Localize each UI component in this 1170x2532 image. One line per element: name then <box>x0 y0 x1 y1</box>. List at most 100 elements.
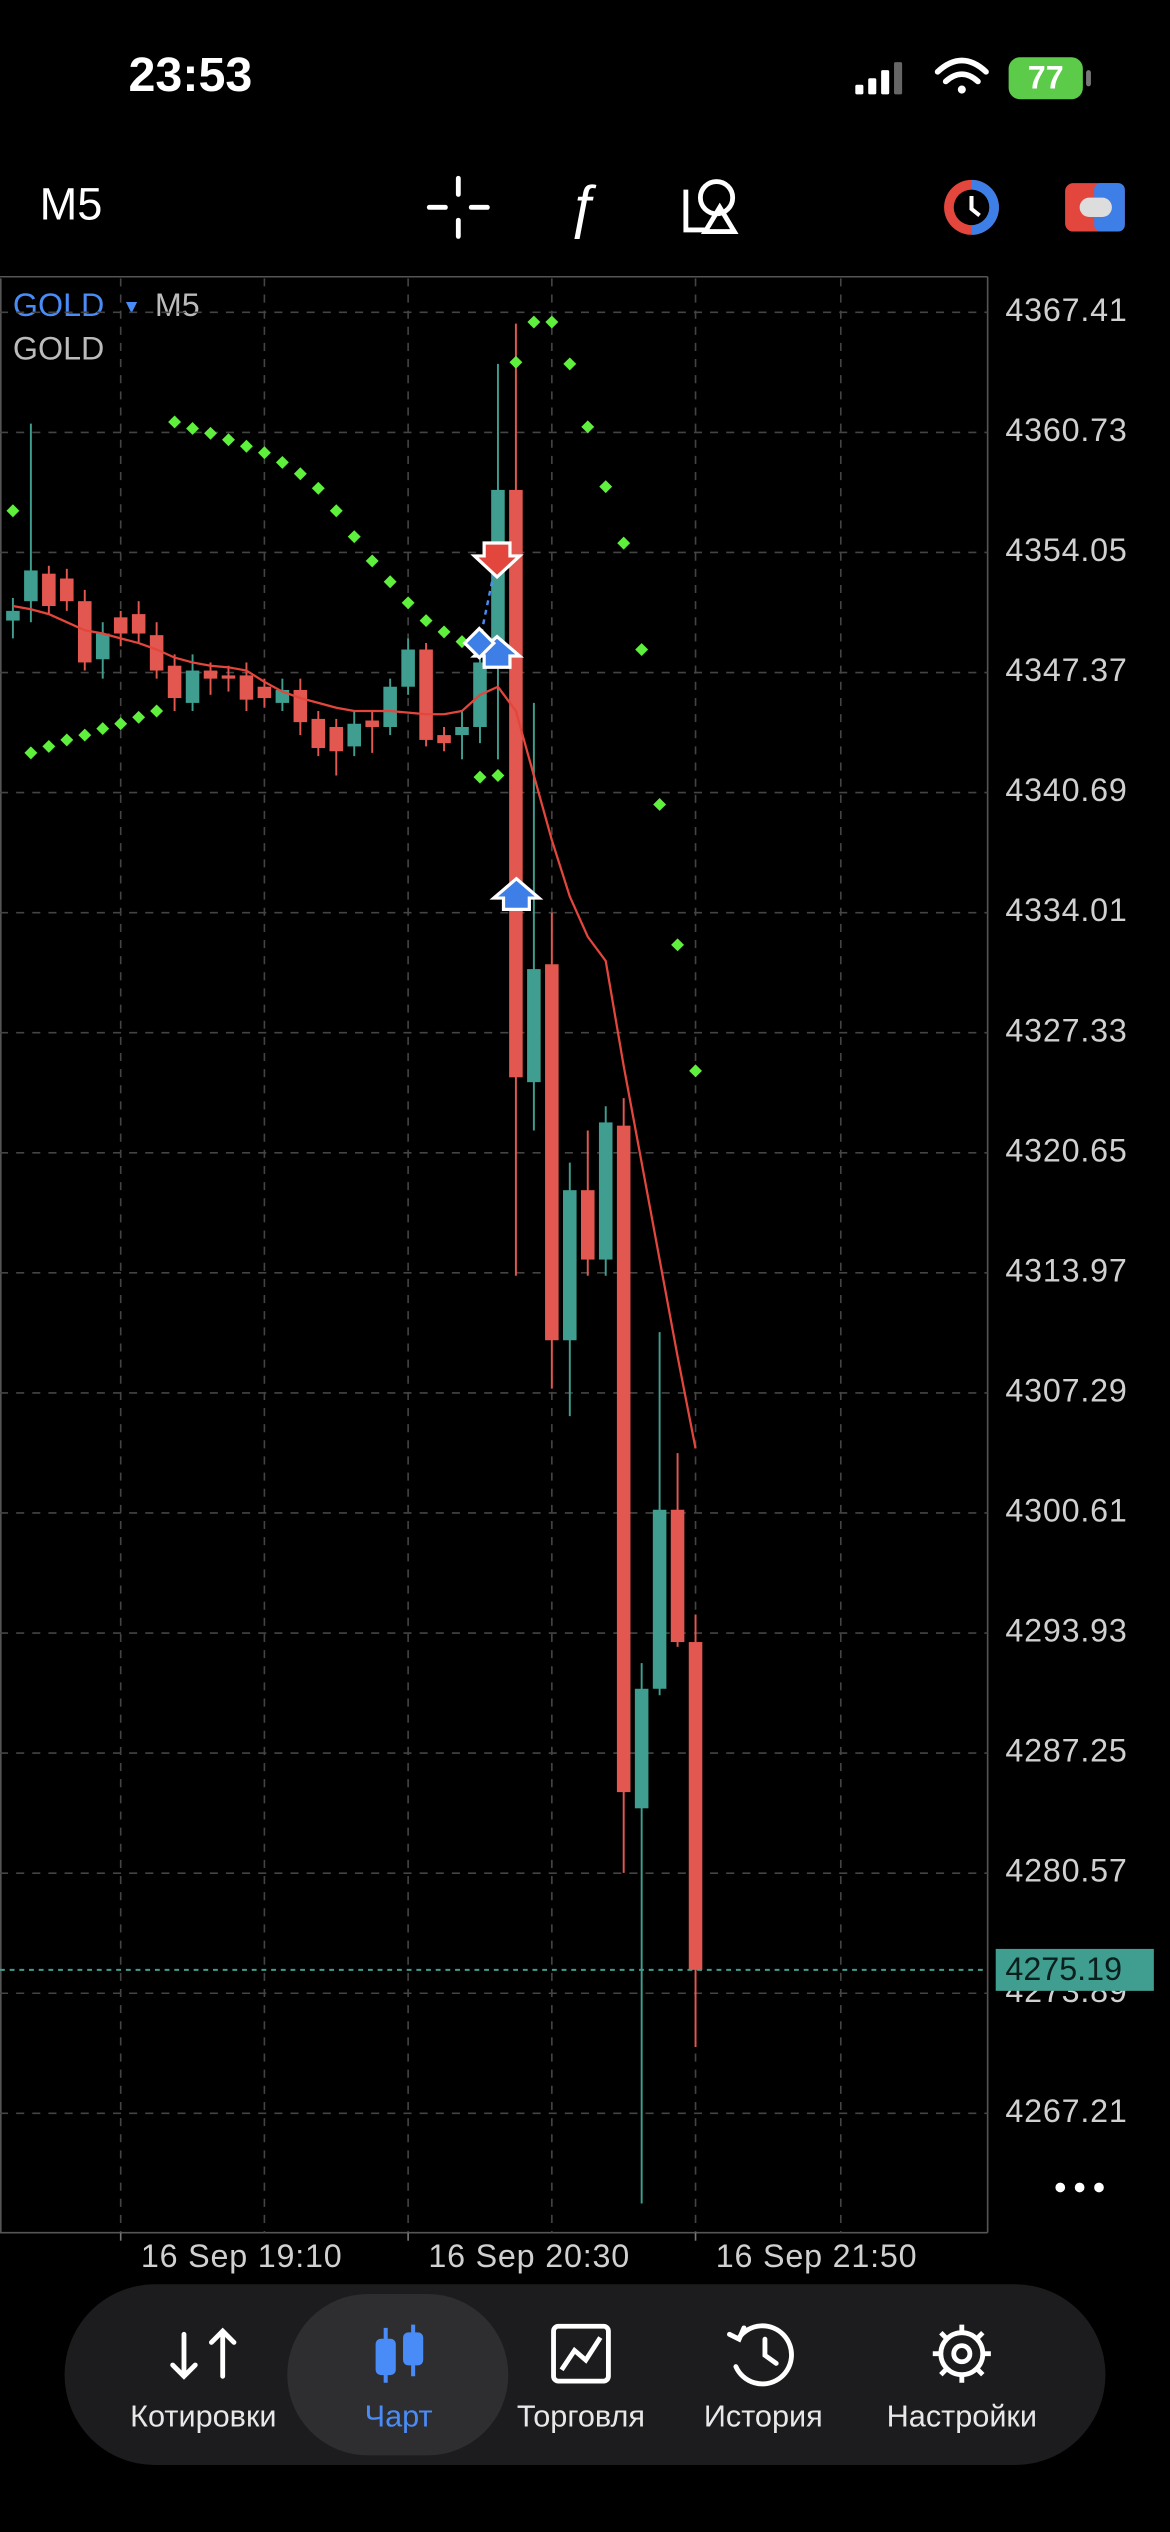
active-tab-highlight <box>287 2293 509 2456</box>
wifi-icon <box>934 57 989 94</box>
sar-dot <box>257 446 271 460</box>
sar-dot <box>204 426 217 440</box>
candle-body <box>95 633 110 660</box>
chart-timeframe: M5 <box>155 287 200 323</box>
sar-dot <box>689 1064 702 1078</box>
tab-chart[interactable]: Чарт <box>365 2399 433 2433</box>
y-tick-label: 4347.37 <box>1005 652 1127 688</box>
sar-dot <box>132 710 146 724</box>
candle-body <box>311 718 326 749</box>
history-icon <box>727 2323 794 2387</box>
tab-settings[interactable]: Настройки <box>887 2399 1037 2433</box>
sar-dot <box>222 433 235 447</box>
candle-body <box>6 610 20 621</box>
candle-body <box>383 686 397 727</box>
one-click-button[interactable] <box>944 179 999 235</box>
candle-body <box>347 723 362 747</box>
candle-body <box>77 601 92 663</box>
indicators-button[interactable]: ƒ <box>566 174 598 239</box>
tab-quotes[interactable]: Котировки <box>130 2399 276 2433</box>
y-tick-label: 4327.33 <box>1005 1012 1127 1048</box>
sar-dot <box>96 722 110 736</box>
current-price-label: 4275.19 <box>1005 1951 1122 1987</box>
battery-level: 77 <box>1028 59 1064 95</box>
sar-dot <box>239 439 253 453</box>
sar-dot <box>78 728 92 742</box>
sar-dot <box>473 770 487 784</box>
y-tick-label: 4300.61 <box>1005 1493 1127 1529</box>
sar-dot <box>6 504 20 518</box>
candle-body <box>113 617 128 634</box>
sar-dot <box>581 420 595 434</box>
tab-history[interactable]: История <box>704 2399 823 2433</box>
y-tick-label: 4367.41 <box>1005 292 1127 328</box>
sar-dot <box>455 635 469 649</box>
trade-button[interactable] <box>1065 183 1125 232</box>
sar-dot <box>617 536 631 550</box>
sar-dot <box>671 938 685 952</box>
sar-dot <box>347 530 361 544</box>
y-tick-label: 4293.93 <box>1005 1613 1127 1649</box>
candle-body <box>563 1190 577 1341</box>
candle-body <box>419 649 433 740</box>
y-tick-label: 4287.25 <box>1005 1733 1127 1769</box>
sar-dot <box>599 480 613 494</box>
sar-dot <box>311 481 325 495</box>
sar-dot <box>563 357 577 371</box>
candle-body <box>616 1125 631 1793</box>
settings-icon <box>932 2324 991 2383</box>
sar-dot <box>653 797 667 811</box>
y-tick-label: 4280.57 <box>1005 1853 1127 1889</box>
y-tick-label: 4307.29 <box>1005 1372 1127 1408</box>
candle-body <box>401 649 415 687</box>
y-tick-label: 4334.01 <box>1005 892 1127 928</box>
more-button[interactable] <box>1055 2182 1104 2193</box>
candle-body <box>527 969 541 1083</box>
moving-average-line <box>12 604 697 1449</box>
candle-body <box>670 1509 685 1643</box>
sar-dot <box>419 614 433 628</box>
candle-body <box>24 570 38 602</box>
trade-markers <box>462 541 544 911</box>
timeframe-button[interactable]: M5 <box>40 178 103 229</box>
candle-body <box>598 1122 613 1260</box>
candle-body <box>293 689 308 723</box>
candle-body <box>455 726 469 736</box>
x-tick-label: 16 Sep 19:10 <box>141 2238 343 2274</box>
candle-body <box>167 665 182 699</box>
sar-dot <box>635 643 649 656</box>
candle-body <box>185 670 200 703</box>
candle-body <box>652 1509 667 1689</box>
candle-body <box>437 735 451 744</box>
y-tick-label: 4340.69 <box>1005 772 1127 808</box>
y-tick-label: 4313.97 <box>1005 1252 1127 1288</box>
sar-dot <box>509 355 523 369</box>
candle-body <box>203 670 218 679</box>
y-tick-label: 4320.65 <box>1005 1132 1127 1168</box>
objects-button[interactable] <box>683 179 739 234</box>
sar-dot <box>293 467 307 481</box>
sar-dot <box>186 421 200 435</box>
sar-dot <box>491 769 505 782</box>
sar-dot <box>42 739 56 753</box>
crosshair-button[interactable] <box>426 175 490 239</box>
trade-icon <box>551 2323 611 2384</box>
candle-body <box>329 726 344 752</box>
candle-body <box>365 720 379 727</box>
quotes-icon <box>170 2327 237 2380</box>
candle-body <box>545 964 559 1341</box>
x-tick-label: 16 Sep 20:30 <box>428 2238 630 2274</box>
battery-icon <box>1008 57 1091 100</box>
signal-icon <box>855 62 903 95</box>
candle-body <box>634 1688 649 1809</box>
symbol-dropdown[interactable]: ▾ <box>126 293 138 318</box>
candle-body <box>688 1642 703 1970</box>
symbol: GOLD <box>13 287 104 323</box>
y-tick-label: 4267.21 <box>1005 2093 1127 2129</box>
candle-body <box>580 1190 595 1260</box>
candle-body <box>131 614 146 634</box>
tab-trade[interactable]: Торговля <box>517 2399 645 2433</box>
